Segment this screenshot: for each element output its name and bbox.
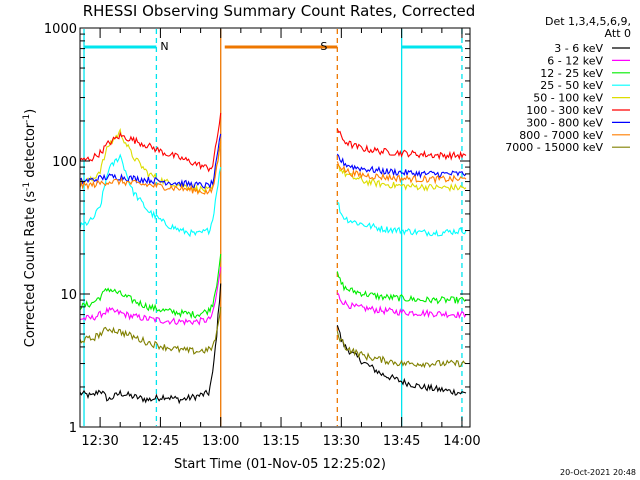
x-axis: 12:30 12:45 13:00 13:15 13:30 13:45 14:00 [79, 28, 481, 449]
flag-label: S [320, 40, 327, 53]
x-tick-label: 12:30 [81, 434, 118, 449]
series-line [336, 128, 467, 161]
legend-label: 50 - 100 keV [533, 92, 603, 105]
series-line [79, 253, 222, 320]
legend-header-2: Att 0 [605, 27, 631, 40]
y-label-part-3: ) [23, 109, 38, 114]
legend-label: 100 - 300 keV [526, 104, 603, 117]
series-lines [79, 112, 467, 405]
legend-label: 6 - 12 keV [547, 54, 603, 67]
legend-label: 3 - 6 keV [554, 42, 603, 55]
legend-label: 800 - 7000 keV [519, 129, 603, 142]
legend-label: 300 - 800 keV [526, 116, 603, 129]
series-line [337, 201, 467, 238]
series-line [336, 153, 467, 179]
x-tick-label: 13:45 [383, 434, 420, 449]
x-tick-label: 12:45 [142, 434, 179, 449]
chart-title: RHESSI Observing Summary Count Rates, Co… [83, 2, 476, 20]
legend-label: 12 - 25 keV [540, 67, 603, 80]
series-line [79, 306, 222, 355]
y-label-sup-2: -1 [22, 114, 32, 123]
y-label-sup-1: -1 [22, 182, 32, 191]
x-tick-label: 13:00 [202, 434, 239, 449]
y-tick-label: 10 [60, 288, 77, 303]
series-line [79, 153, 222, 238]
flag-label: N [160, 40, 168, 53]
y-tick-label: 100 [52, 155, 77, 170]
y-label-part-1: Corrected Count Rate (s [23, 191, 38, 348]
legend-header-1: Det 1,3,4,5,6,9, [545, 15, 631, 28]
series-line [336, 292, 467, 319]
series-line [336, 271, 467, 305]
x-axis-label: Start Time (01-Nov-05 12:25:02) [174, 457, 386, 472]
y-tick-label: 1 [69, 421, 77, 436]
y-axis-label: Corrected Count Rate (s-1 detector-1) [22, 109, 38, 347]
marker-lines [83, 29, 463, 426]
x-tick-label: 13:15 [262, 434, 299, 449]
series-line [79, 112, 222, 173]
series-line [336, 161, 467, 185]
series-line [79, 133, 222, 190]
x-tick-label: 13:30 [323, 434, 360, 449]
y-tick-label: 1000 [44, 22, 77, 37]
series-line [79, 283, 222, 405]
y-axis: 1 10 100 1000 [44, 22, 470, 436]
series-line [336, 330, 467, 369]
legend-label: 25 - 50 keV [540, 79, 603, 92]
footer-date: 20-Oct-2021 20:48 [560, 468, 636, 477]
y-label-part-2: detector [23, 122, 38, 182]
series-line [79, 141, 222, 196]
series-line [79, 266, 222, 326]
legend-label: 7000 - 15000 keV [505, 141, 603, 154]
series-line [337, 164, 467, 193]
series-line [79, 127, 222, 193]
plot-frame [79, 27, 471, 428]
x-tick-label: 14:00 [443, 434, 480, 449]
